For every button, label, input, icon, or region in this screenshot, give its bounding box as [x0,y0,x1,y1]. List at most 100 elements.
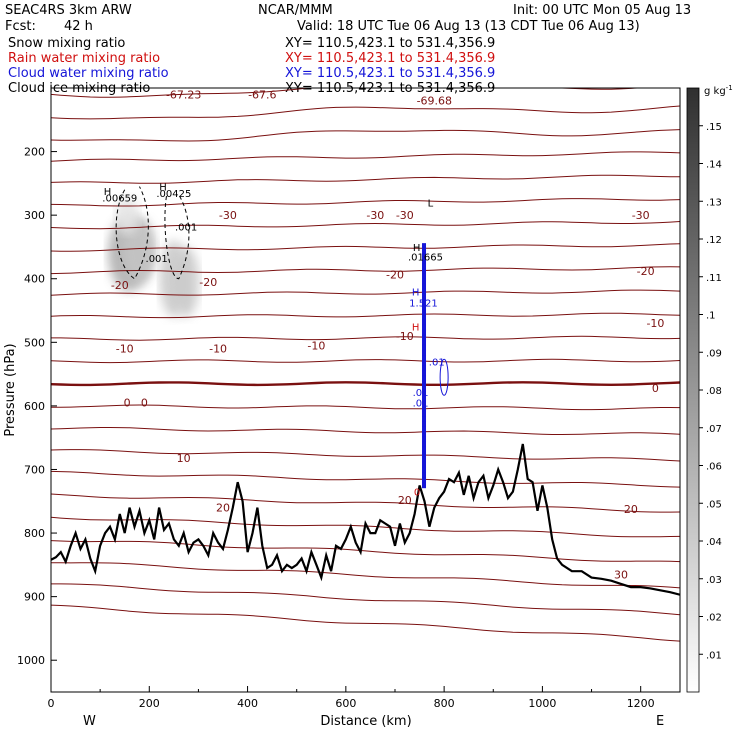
cloud-water-mark [422,365,427,372]
temperature-label: -30 [396,209,414,222]
west-label: W [83,714,96,729]
cloud-water-mark [422,441,427,448]
cloud-water-mark [422,385,427,392]
isotherm-line-2 [51,129,680,142]
cloud-water-mark [422,319,427,326]
temperature-label: -69.68 [417,95,452,108]
y-tick-label: 200 [24,146,45,159]
temperature-label: 0 [141,397,148,410]
cloud-water-mark [422,431,427,438]
colorbar-tick-label: .12 [706,235,722,246]
field-rain-name: Rain water mixing ratio [8,51,161,66]
temperature-label: 20 [398,494,412,507]
temperature-label: -20 [111,279,129,292]
cloud-water-contour [439,358,449,396]
cloud-water-mark [422,390,427,397]
colorbar-unit: g kg-1 [704,84,733,97]
cloud-water-mark [422,248,427,255]
cloud-water-mark [422,421,427,428]
temperature-labels: -67.23 -67.6 -69.68 -30 -30 -30 -30 -20 -20 -20 -2… [111,88,665,581]
colorbar-tick-label: .05 [706,499,722,510]
hydrometeor-contours [115,186,449,489]
colorbar-tick-label: .11 [706,273,722,284]
isotherm-line-3 [51,151,680,162]
cloud-water-mark [422,344,427,351]
field-cloud-water-xy: XY= 110.5,423.1 to 531.4,356.9 [285,66,496,81]
hydrometeor-label: .00425 [156,189,191,200]
x-tick-label: 0 [48,697,55,710]
cloud-water-mark [422,370,427,377]
isotherm-line-1 [51,105,680,120]
y-tick-label: 700 [24,463,45,476]
isotherm-line-12 [51,358,680,364]
hydrometeor-label: 0 [414,488,420,499]
cloud-water-mark [422,400,427,407]
y-tick-label: 1000 [17,654,45,667]
temperature-label: 30 [614,568,628,581]
colorbar-tick-label: .06 [706,462,722,473]
y-axis-label: Pressure (hPa) [3,343,18,436]
east-label: E [656,714,664,729]
forecast-hours: 42 h [64,19,93,34]
colorbar-tick-label: .02 [706,613,722,624]
colorbar-tick-label: .04 [706,537,722,548]
cloud-water-mark [422,380,427,387]
x-tick-label: 600 [335,697,356,710]
y-tick-label: 300 [24,209,45,222]
isotherm-line-22 [51,583,680,616]
hydrometeor-label: .001 [175,223,197,234]
cloud-water-mark [422,472,427,479]
x-tick-label: 400 [237,697,258,710]
cloud-water-mark [422,426,427,433]
forecast-label: Fcst: [5,19,36,34]
temperature-label: -30 [632,209,650,222]
isotherm-line-8 [51,266,680,275]
hydrometeor-label: 1.521 [409,298,438,309]
init-time: Init: 00 UTC Mon 05 Aug 13 [513,3,692,18]
cloud-water-mark [422,405,427,412]
hydrometeor-label: L [428,198,434,209]
isotherm-line-9 [51,289,680,296]
temperature-label: -10 [116,343,134,356]
temperature-label: -10 [209,343,227,356]
cloud-water-mark [422,263,427,270]
temperature-label: -67.23 [166,88,201,101]
isotherm-line-23 [51,604,680,642]
hydrometeor-label: H [413,243,421,254]
hydrometeor-label: H [412,322,420,333]
cloud-water-mark [422,451,427,458]
cloud-water-mark [422,299,427,306]
colorbar-tick-label: .1 [706,311,716,322]
cloud-water-mark [422,395,427,402]
cloud-water-mark [422,283,427,290]
cloud-water-mark [422,273,427,280]
model-title: SEAC4RS 3km ARW [5,3,132,18]
isotherm-line-6 [51,221,680,230]
cloud-ice-contour-2 [164,194,190,280]
hydrometeor-label: .01 [429,357,445,368]
y-axis: 200 300 400 500 600 700 800 900 1000 [17,146,57,667]
x-tick-label: 1000 [528,697,556,710]
y-tick-label: 400 [24,273,45,286]
hydrometeor-label: .01 [413,388,429,399]
temperature-label: 20 [216,502,230,515]
cloud-water-mark [422,436,427,443]
hydrometeor-label: H [159,183,167,194]
temperature-label: 0 [124,397,131,410]
cloud-water-mark [422,482,427,489]
cloud-water-mark [422,293,427,300]
hydrometeor-label: H [412,287,420,298]
cloud-water-mark [422,355,427,362]
temperature-label: -20 [199,276,217,289]
cloud-water-mark [422,410,427,417]
isotherm-line-17 [51,470,680,488]
field-snow-name: Snow mixing ratio [8,36,126,51]
x-axis-label: Distance (km) [320,714,411,729]
snow-shade-3 [172,246,200,317]
isotherm-line-15 [51,427,680,435]
temperature-label: -10 [646,317,664,330]
cloud-ice-contour [115,186,149,280]
isotherm-line-21 [51,562,680,589]
x-axis: 0 200 400 600 800 1000 1200 [48,686,655,710]
